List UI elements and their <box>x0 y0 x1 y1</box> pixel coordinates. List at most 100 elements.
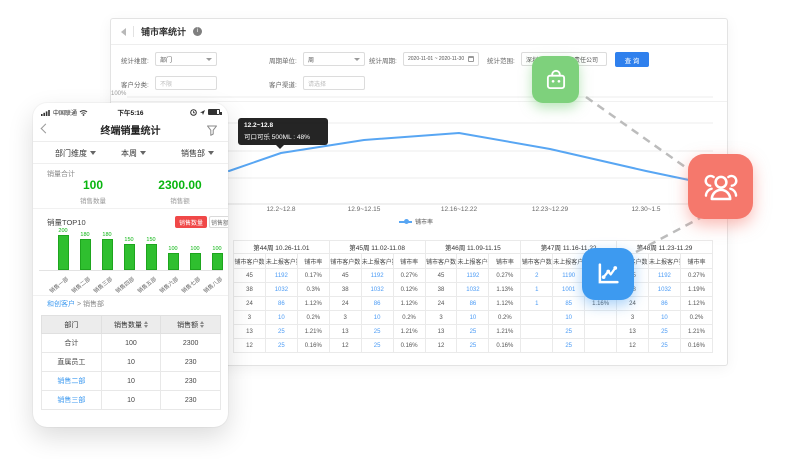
report-cell: 13 <box>233 324 266 339</box>
page-title: 铺市率统计 <box>141 27 187 37</box>
report-link-cell[interactable]: 25 <box>264 324 298 339</box>
department-link-cell[interactable]: 销售三部 <box>41 390 102 410</box>
department-dropdown[interactable]: 销售部 <box>181 142 214 164</box>
report-link-cell[interactable]: 1192 <box>456 268 490 283</box>
report-link-cell[interactable]: 25 <box>552 324 586 339</box>
week-dropdown[interactable]: 本周 <box>121 142 146 164</box>
report-link-cell[interactable]: 85 <box>552 296 586 311</box>
report-link-cell[interactable]: 86 <box>264 296 298 311</box>
report-cell: 1.19% <box>679 282 714 297</box>
report-link-cell[interactable]: 25 <box>456 324 490 339</box>
report-link-cell[interactable]: 1190 <box>552 268 586 283</box>
table-row: 3 10 0.2% 3 10 0.2% 3 10 0.2% 10 3 10 0.2% <box>233 310 714 325</box>
collapse-back-icon[interactable] <box>121 27 126 36</box>
top10-bar <box>79 238 91 270</box>
summary-title: 销量合计 <box>47 171 75 178</box>
breadcrumb-link[interactable]: 和创客户 <box>47 301 75 308</box>
shopping-basket-fab[interactable] <box>532 56 579 103</box>
filter-funnel-icon[interactable] <box>205 123 219 137</box>
department-link-cell[interactable]: 销售二部 <box>41 371 102 391</box>
report-link-cell[interactable]: 86 <box>360 296 394 311</box>
column-header-cell[interactable]: 铺市率 <box>488 253 522 269</box>
report-link-cell[interactable]: 10 <box>360 310 394 325</box>
report-link-cell[interactable]: 2 <box>520 268 554 283</box>
report-link-cell[interactable]: 25 <box>552 338 586 353</box>
back-icon[interactable] <box>40 123 51 134</box>
report-cell: 0.16% <box>679 338 714 353</box>
report-link-cell[interactable]: 1032 <box>456 282 490 297</box>
sort-icon[interactable] <box>143 321 148 329</box>
x-axis-label: 12.16~12.22 <box>440 206 478 213</box>
period-date-input[interactable]: 2020-11-01 ~ 2020-11-30 <box>403 52 479 66</box>
column-header-cell[interactable]: 铺市客户数 <box>424 253 458 269</box>
info-icon[interactable] <box>193 27 203 36</box>
channel-input[interactable]: 请选择 <box>303 76 365 90</box>
report-cell: 38 <box>328 282 362 297</box>
report-link-cell[interactable]: 1001 <box>552 282 586 297</box>
report-cell: 12 <box>616 338 649 353</box>
column-header-cell[interactable]: 未上报客户数 <box>552 253 586 269</box>
toggle-amount-button[interactable]: 销售额 <box>209 216 228 228</box>
wifi-icon <box>79 109 88 116</box>
mobile-column-header[interactable]: 销售数量 <box>100 315 162 334</box>
report-link-cell[interactable]: 1032 <box>360 282 394 297</box>
report-link-cell[interactable]: 10 <box>552 310 586 325</box>
report-link-cell[interactable]: 25 <box>360 338 394 353</box>
report-link-cell[interactable]: 1 <box>520 282 554 297</box>
column-header-cell[interactable]: 铺市客户数 <box>520 253 554 269</box>
dimension-select[interactable]: 部门 <box>155 52 217 66</box>
report-link-cell[interactable]: 25 <box>360 324 394 339</box>
report-link-cell[interactable]: 1192 <box>264 268 298 283</box>
column-header-cell[interactable]: 铺市客户数 <box>233 253 266 269</box>
report-link-cell[interactable]: 10 <box>456 310 490 325</box>
column-header-cell[interactable]: 铺市率 <box>679 253 714 269</box>
column-header-cell[interactable]: 铺市率 <box>392 253 426 269</box>
top10-title: 销量TOP10 <box>47 218 86 227</box>
top10-bar-chart: 200 180 180 150 150 100 100 100 <box>39 228 223 271</box>
shopping-basket-icon <box>546 69 565 89</box>
sort-icon[interactable] <box>200 321 205 329</box>
report-link-cell[interactable]: 1032 <box>264 282 298 297</box>
report-link-cell[interactable]: 25 <box>264 338 298 353</box>
column-header-cell[interactable]: 未上报客户数 <box>264 253 298 269</box>
line-chart-fab[interactable] <box>582 248 634 300</box>
report-link-cell[interactable]: 1 <box>520 296 554 311</box>
report-link-cell[interactable]: 86 <box>647 296 681 311</box>
column-header-cell[interactable]: 铺市客户数 <box>328 253 362 269</box>
column-header-cell[interactable]: 铺市率 <box>296 253 330 269</box>
report-cell: 0.12% <box>392 282 426 297</box>
mobile-cell: 230 <box>160 352 221 372</box>
report-link-cell[interactable]: 25 <box>456 338 490 353</box>
y-axis-top-label: 100% <box>111 91 127 97</box>
battery-icon <box>208 109 222 115</box>
week-header-cell: 第46周 11.09-11.15 <box>424 240 522 254</box>
signal-icon <box>41 109 50 116</box>
chart-legend[interactable]: 铺市率 <box>399 217 433 226</box>
report-link-cell[interactable]: 1192 <box>647 268 681 283</box>
market-rate-line <box>228 132 690 181</box>
location-arrow-icon <box>200 109 205 115</box>
column-header-cell[interactable]: 未上报客户数 <box>360 253 394 269</box>
report-link-cell[interactable]: 1032 <box>647 282 681 297</box>
toggle-quantity-button[interactable]: 销售数量 <box>175 216 207 228</box>
calendar-icon <box>468 56 474 62</box>
column-header-cell[interactable]: 未上报客户数 <box>456 253 490 269</box>
report-cell: 0.2% <box>296 310 330 325</box>
dimension-dropdown[interactable]: 部门维度 <box>55 142 96 164</box>
top10-bar <box>145 243 157 270</box>
mobile-column-header[interactable]: 销售额 <box>160 315 221 334</box>
table-row: 4511920.17%4511920.27%4511920.27%2119045… <box>233 268 714 283</box>
report-link-cell[interactable]: 25 <box>647 324 681 339</box>
category-input[interactable]: 不限 <box>155 76 217 90</box>
report-link-cell[interactable]: 25 <box>647 338 681 353</box>
report-link-cell[interactable]: 1192 <box>360 268 394 283</box>
window-header: 铺市率统计 <box>111 19 727 45</box>
report-link-cell[interactable]: 10 <box>647 310 681 325</box>
customer-group-fab[interactable] <box>688 154 753 219</box>
column-header-cell[interactable]: 未上报客户数 <box>647 253 681 269</box>
report-link-cell[interactable]: 86 <box>456 296 490 311</box>
query-button[interactable]: 查 询 <box>615 52 649 67</box>
report-link-cell[interactable]: 10 <box>264 310 298 325</box>
period-unit-select[interactable]: 周 <box>303 52 365 66</box>
